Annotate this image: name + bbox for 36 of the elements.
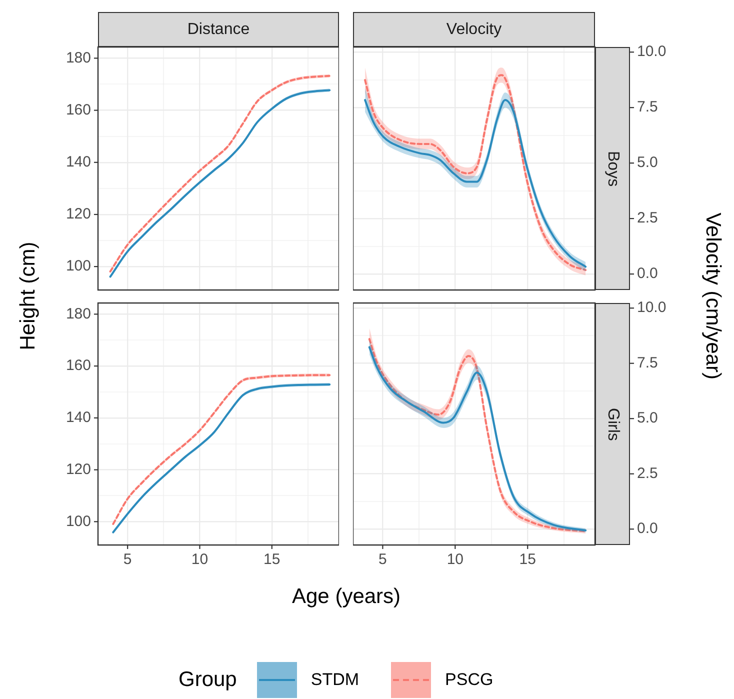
- y-tick-label: 120: [66, 206, 91, 223]
- chart-title: Velocity: [353, 12, 595, 47]
- y-tick-label: 160: [66, 101, 91, 118]
- y-tick-label: 140: [66, 409, 91, 426]
- y-tick-label: 0.0: [637, 265, 658, 282]
- y-tick-label: 140: [66, 154, 91, 171]
- y-axis-title: Velocity (cm/year): [700, 212, 724, 380]
- y-tick-label: 180: [66, 305, 91, 322]
- legend-label: PSCG: [445, 670, 494, 690]
- y-tick-label: 10.0: [637, 299, 666, 316]
- y-axis-title: Height (cm): [16, 242, 40, 350]
- text: Boys: [604, 150, 622, 186]
- y-tick-label: 180: [66, 49, 91, 66]
- y-tick-label: 10.0: [637, 43, 666, 60]
- y-tick-label: 5.0: [637, 154, 658, 172]
- legend-label: STDM: [310, 670, 360, 690]
- y-tick-label: 2.5: [637, 210, 658, 227]
- y-tick-label: 100: [66, 258, 91, 275]
- x-tick-label: 5: [123, 551, 132, 568]
- y-tick-label: 160: [66, 357, 91, 374]
- y-tick-label: 120: [66, 460, 91, 478]
- x-tick-label: 5: [378, 551, 387, 568]
- y-tick-label: 5.0: [637, 410, 658, 427]
- y-tick-label: 2.5: [637, 464, 658, 482]
- y-tick-label: 0.0: [637, 520, 658, 538]
- text: Girls: [604, 408, 622, 440]
- x-tick-label: 15: [519, 551, 536, 568]
- legend-title: Group: [178, 668, 237, 692]
- x-tick-label: 15: [264, 551, 280, 568]
- y-tick-label: 100: [66, 512, 91, 530]
- y-tick-label: 7.5: [637, 354, 658, 372]
- chart-title: Distance: [98, 12, 339, 47]
- x-axis-title: Age (years): [292, 585, 401, 609]
- x-tick-label: 10: [191, 551, 208, 568]
- x-tick-label: 10: [446, 551, 464, 568]
- y-tick-label: 7.5: [637, 98, 658, 116]
